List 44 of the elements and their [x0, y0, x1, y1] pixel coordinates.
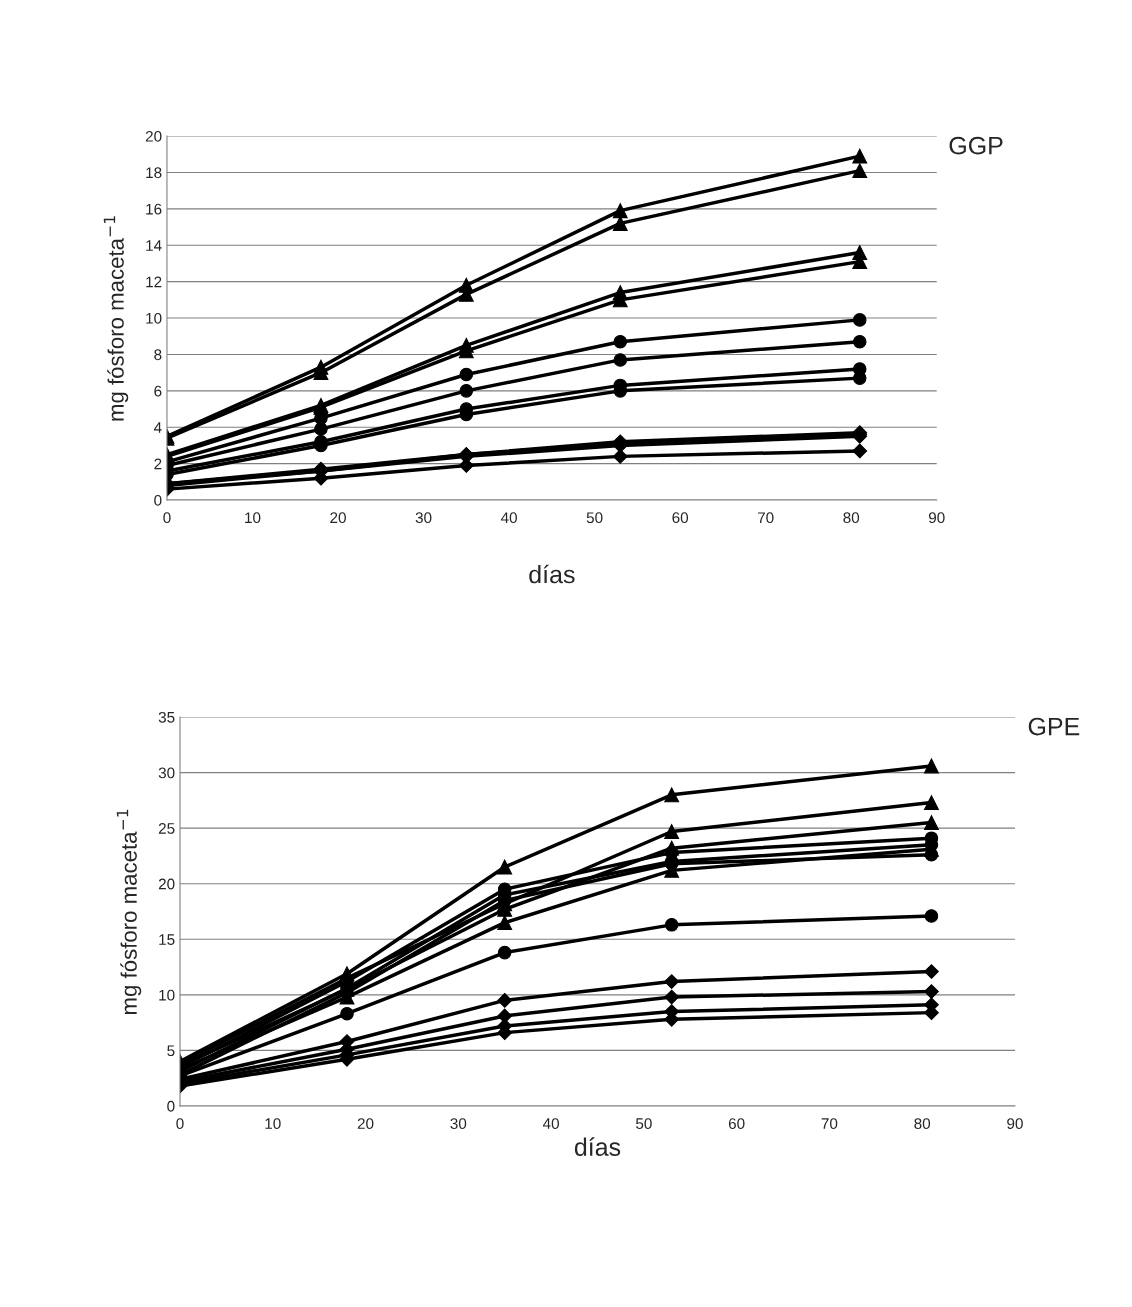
x-tick-label: 50 [586, 512, 603, 524]
x-tick-label: 10 [265, 1118, 281, 1130]
x-tick-label: 60 [728, 1118, 745, 1130]
y-tick-label: 4 [153, 422, 162, 433]
x-tick-label: 90 [928, 512, 945, 524]
x-tick-label: 40 [500, 512, 517, 524]
y-tick-label: 16 [146, 203, 162, 215]
x-tick-label: 80 [843, 512, 860, 524]
x-tick-label: 0 [176, 1118, 184, 1130]
y-tick-label: 18 [146, 167, 162, 179]
x-tick-label: 30 [450, 1118, 467, 1130]
y-tick-label: 10 [146, 312, 162, 324]
x-tick-label: 80 [914, 1118, 931, 1130]
x-axis-title: días [574, 1137, 621, 1156]
y-tick-label: 10 [159, 989, 175, 1001]
y-axis-title: mg fósforo maceta$^{−1}$ [103, 216, 129, 421]
text: GGP [949, 136, 1003, 155]
x-tick-label: 20 [330, 512, 346, 524]
y-tick-label: 6 [154, 385, 162, 397]
y-axis-title: mg fósforo maceta$^{−1}$ [116, 809, 142, 1015]
x-tick-label: 30 [415, 512, 432, 524]
x-tick-label: 70 [757, 512, 774, 524]
y-tick-label: 35 [158, 711, 175, 723]
x-tick-label: 70 [821, 1118, 838, 1130]
y-tick-label: 30 [158, 767, 175, 779]
x-tick-label: 50 [635, 1118, 652, 1130]
y-tick-label: 5 [167, 1045, 175, 1057]
y-tick-label: 0 [167, 1100, 175, 1112]
x-tick-label: 20 [357, 1118, 374, 1130]
y-tick-label: 8 [154, 349, 162, 361]
y-tick-label: 25 [158, 823, 175, 834]
x-axis-title: días [529, 564, 575, 584]
y-tick-label: 20 [158, 878, 175, 890]
text: GPE [1028, 717, 1080, 736]
x-tick-label: 10 [245, 512, 261, 524]
y-tick-label: 15 [159, 934, 175, 945]
y-tick-label: 14 [146, 240, 162, 251]
x-tick-label: 40 [542, 1118, 559, 1130]
y-tick-label: 12 [146, 276, 162, 288]
y-tick-label: 2 [154, 458, 162, 470]
x-tick-label: 90 [1007, 1118, 1023, 1130]
y-tick-label: 0 [154, 494, 162, 506]
y-tick-label: 20 [145, 130, 162, 142]
x-tick-label: 60 [672, 512, 689, 524]
